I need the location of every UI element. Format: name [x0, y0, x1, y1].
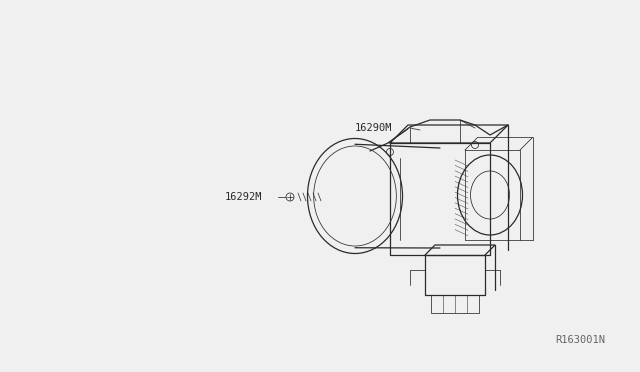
Text: 16290M: 16290M — [355, 123, 392, 133]
Text: 16292M: 16292M — [225, 192, 262, 202]
Ellipse shape — [286, 193, 294, 201]
Text: R163001N: R163001N — [555, 335, 605, 345]
